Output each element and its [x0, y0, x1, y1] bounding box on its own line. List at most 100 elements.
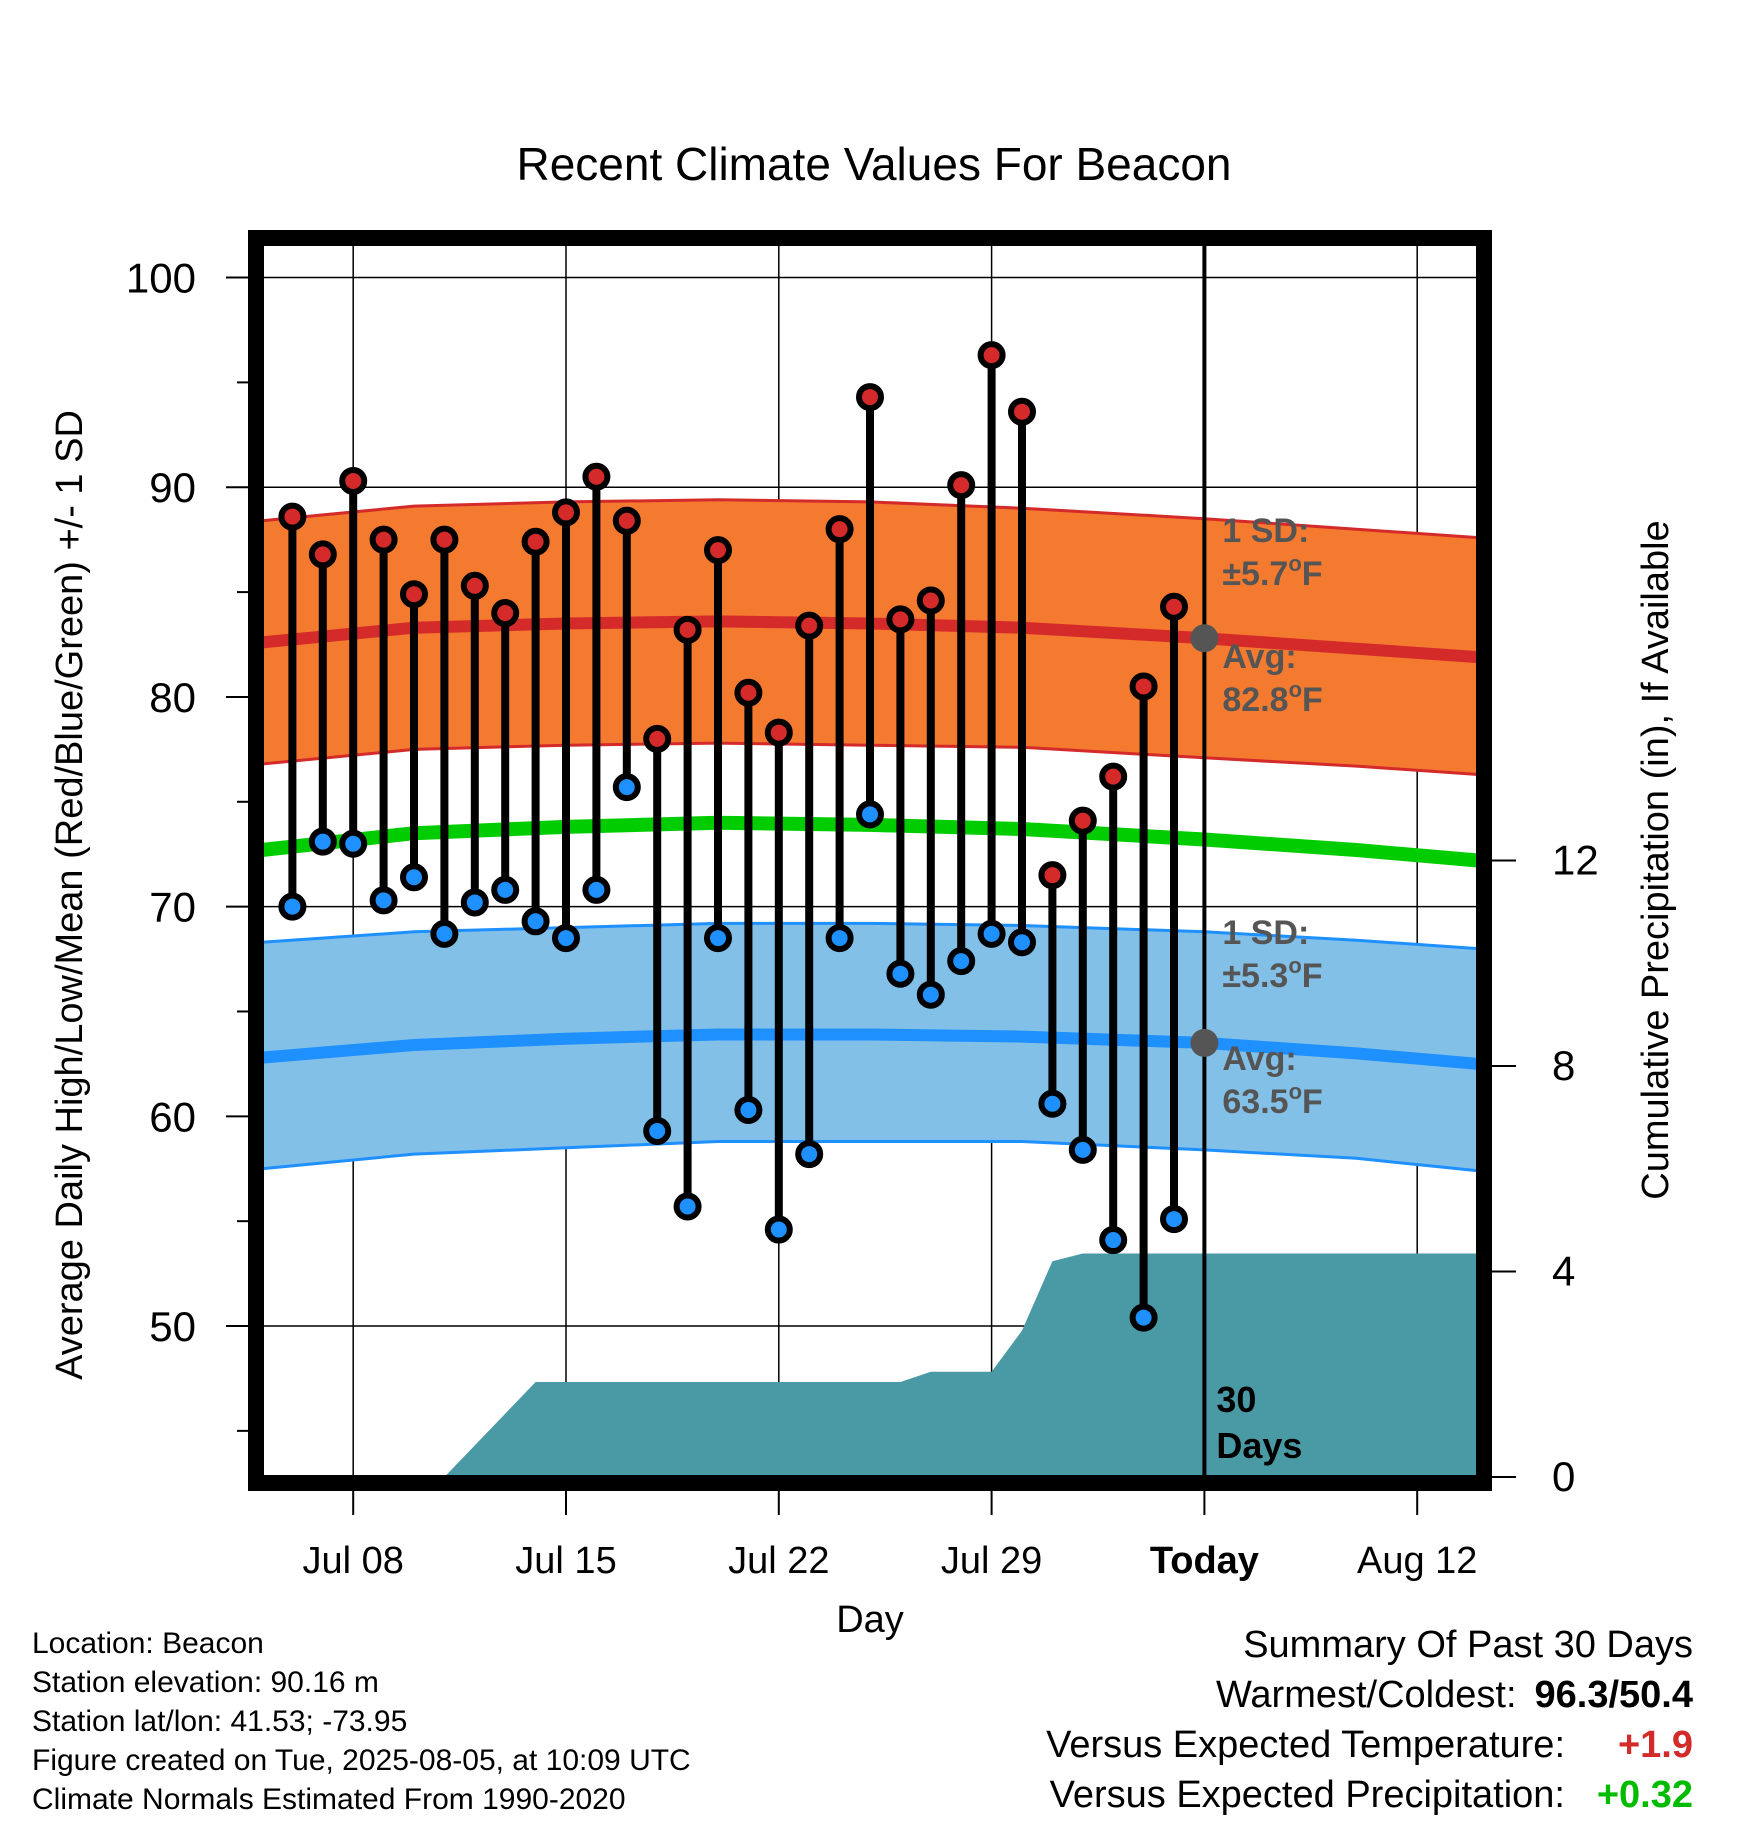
daily-low-point	[552, 924, 580, 953]
y-tick-label: 60	[149, 1093, 196, 1140]
daily-low-point	[582, 875, 611, 904]
y2-tick-label: 0	[1552, 1453, 1575, 1500]
daily-high-point	[704, 536, 732, 565]
y2-tick-label: 4	[1552, 1248, 1575, 1295]
daily-high-point	[1160, 592, 1188, 621]
created-text: Figure created on Tue, 2025-08-05, at 10…	[32, 1744, 691, 1777]
daily-high-point	[582, 462, 611, 491]
daily-high-point	[521, 527, 550, 556]
summary-heading: Summary Of Past 30 Days	[1243, 1624, 1693, 1666]
daily-high-point	[1038, 861, 1067, 890]
daily-low-point	[1099, 1226, 1128, 1255]
x-tick-label: Today	[1150, 1540, 1259, 1582]
daily-low-point	[947, 947, 976, 976]
low-avg-label: Avg:	[1222, 1040, 1296, 1078]
y-tick-label: 70	[149, 884, 196, 931]
high-avg-value: 82.8oF	[1222, 677, 1322, 719]
daily-low-point	[795, 1140, 824, 1169]
daily-high-point	[916, 586, 945, 615]
latlon-text: Station lat/lon: 41.53; -73.95	[32, 1705, 408, 1738]
low-sd-label: 1 SD:	[1222, 914, 1309, 952]
low-avg-value: 63.5oF	[1222, 1079, 1322, 1121]
x-tick-label: Jul 15	[515, 1540, 616, 1582]
daily-low-point	[460, 888, 489, 917]
plot-frame	[248, 230, 1492, 1491]
y-tick-label: 80	[149, 674, 196, 721]
low-normal-line	[261, 1028, 1479, 1070]
daily-low-point	[673, 1192, 702, 1221]
daily-high-point	[643, 724, 672, 753]
daily-high-point	[369, 525, 398, 554]
warmest-coldest-value: 96.3/50.4	[1534, 1674, 1693, 1716]
daily-high-point	[339, 466, 368, 495]
temp-anomaly-value: +1.9	[1617, 1724, 1693, 1766]
today-high-normal-marker	[1190, 624, 1219, 653]
daily-high-point	[977, 341, 1006, 370]
high-avg-label: Avg:	[1222, 638, 1296, 676]
daily-high-point	[795, 611, 824, 640]
daily-high-point	[856, 383, 884, 412]
x-tick-label: Aug 12	[1357, 1540, 1477, 1582]
summary-panel: Summary Of Past 30 Days Warmest/Coldest:…	[1046, 1620, 1693, 1820]
daily-high-point	[491, 599, 520, 628]
daily-low-point	[400, 863, 428, 892]
daily-low-point	[339, 829, 368, 858]
daily-high-point	[460, 571, 489, 600]
daily-high-point	[825, 515, 854, 544]
y2-tick-label: 8	[1552, 1042, 1575, 1089]
daily-low-point	[1160, 1205, 1188, 1234]
daily-high-point	[1068, 806, 1097, 835]
daily-high-point	[1008, 397, 1036, 426]
daily-low-point	[521, 907, 550, 936]
y-tick-label: 90	[149, 464, 196, 511]
daily-high-point	[612, 506, 641, 535]
daily-low-point	[704, 924, 732, 953]
daily-low-point	[977, 919, 1006, 948]
temp-anomaly-label: Versus Expected Temperature:	[1046, 1724, 1565, 1766]
daily-high-point	[734, 678, 763, 707]
warmest-coldest-row: Warmest/Coldest: 96.3/50.4	[1046, 1670, 1693, 1720]
daily-high-point	[308, 540, 337, 569]
normals-text: Climate Normals Estimated From 1990-2020	[32, 1783, 626, 1816]
daily-low-point	[612, 773, 641, 802]
precip-anomaly-label: Versus Expected Precipitation:	[1049, 1774, 1565, 1816]
precip-anomaly-row: Versus Expected Precipitation: +0.32	[1046, 1770, 1693, 1820]
y2-axis-label: Cumulative Precipitation (in), If Availa…	[1635, 520, 1677, 1199]
y-tick-label: 100	[126, 255, 196, 302]
precip-anomaly-value: +0.32	[1596, 1774, 1693, 1816]
daily-high-point	[886, 605, 915, 634]
elevation-text: Station elevation: 90.16 m	[32, 1666, 379, 1699]
days-label-number: 30	[1216, 1379, 1256, 1420]
x-tick-label: Jul 29	[941, 1540, 1042, 1582]
warmest-coldest-label: Warmest/Coldest:	[1215, 1674, 1517, 1716]
x-tick-label: Jul 08	[302, 1540, 403, 1582]
daily-low-point	[643, 1117, 672, 1146]
high-sd-value: ±5.7oF	[1222, 551, 1322, 593]
daily-low-point	[369, 886, 398, 915]
station-info: Location: Beacon Station elevation: 90.1…	[32, 1624, 691, 1819]
high-sd-label: 1 SD:	[1222, 512, 1309, 550]
daily-high-point	[764, 718, 793, 747]
x-tick-label: Jul 22	[728, 1540, 829, 1582]
today-low-normal-marker	[1190, 1028, 1219, 1057]
daily-low-point	[734, 1096, 763, 1125]
daily-high-point	[1099, 762, 1128, 791]
chart-title: Recent Climate Values For Beacon	[516, 138, 1231, 190]
low-sd-value: ±5.3oF	[1222, 953, 1322, 995]
low-sd-upper-edge	[261, 921, 1479, 951]
low-sd-lower-edge	[261, 1140, 1479, 1173]
daily-low-point	[491, 875, 520, 904]
precipitation-area	[444, 1253, 1478, 1477]
temp-anomaly-row: Versus Expected Temperature: +1.9	[1046, 1720, 1693, 1770]
daily-high-point	[552, 498, 580, 527]
daily-low-point	[1068, 1135, 1097, 1164]
daily-high-point	[400, 580, 428, 609]
daily-low-point	[764, 1215, 793, 1244]
y-axis-label: Average Daily High/Low/Mean (Red/Blue/Gr…	[49, 410, 91, 1380]
daily-low-point	[886, 959, 915, 988]
daily-high-point	[673, 615, 702, 644]
daily-low-point	[430, 919, 459, 948]
daily-low-point	[1129, 1303, 1158, 1332]
daily-low-point	[916, 980, 945, 1009]
